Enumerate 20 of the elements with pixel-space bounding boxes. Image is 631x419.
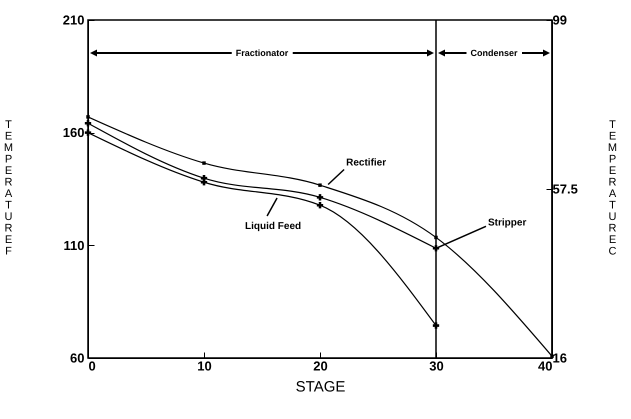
text: TEMPERATURE C [608, 119, 618, 258]
y-tick-label: 60 [70, 350, 84, 366]
annotation: Rectifier [346, 157, 386, 168]
x-tick-label: 40 [538, 358, 552, 374]
x-tick-label: 0 [88, 358, 96, 374]
y2-tick-label: 99 [552, 12, 567, 28]
x-tick-label: 10 [197, 358, 212, 374]
annotation: Stripper [488, 217, 526, 228]
y-tick-label: 110 [64, 238, 84, 253]
y2-tick-label: 16 [552, 350, 567, 366]
annotation: Fractionator [236, 48, 289, 58]
annotation: Liquid Feed [245, 221, 302, 232]
annotation: Condenser [470, 48, 518, 58]
x-tick-label: 20 [313, 358, 328, 374]
x-tick-label: 30 [429, 358, 444, 374]
x-axis-title: STAGE [296, 378, 346, 396]
y2-tick-label: 57.5 [552, 182, 578, 196]
y-tick-label: 210 [62, 12, 84, 28]
y-tick-label: 160 [62, 125, 84, 140]
text: TEMPERATURE F [4, 119, 14, 258]
